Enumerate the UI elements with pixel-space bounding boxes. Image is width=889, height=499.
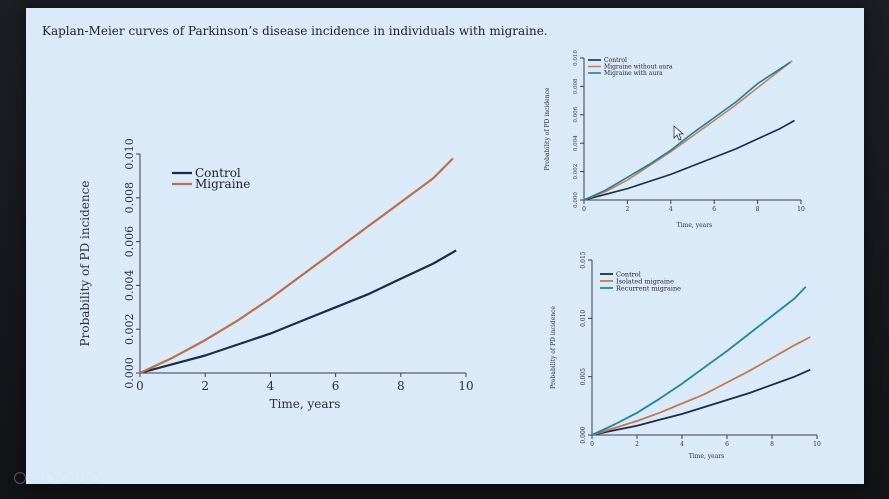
x-tick-label: 0 [136, 379, 144, 393]
series-line-control [591, 368, 811, 436]
series-line-recurrent-migraine [591, 286, 807, 436]
x-tick-label: 0 [590, 441, 594, 448]
x-axis-label: Time, years [677, 222, 712, 229]
next-slide-button[interactable] [29, 472, 41, 484]
chart-1: 0 2 4 6 8 10 0.000 0.002 0.004 0.006 0.008 0.010 Tim… [78, 138, 474, 411]
x-tick-label: 2 [201, 379, 209, 393]
slides-grid-button[interactable] [59, 472, 71, 484]
y-tick-label: 0.010 [123, 138, 136, 170]
y-tick-label: 0.008 [123, 182, 136, 214]
series-line-control [139, 249, 457, 375]
y-tick-label: 0.000 [573, 192, 579, 208]
legend-label: Control [616, 270, 641, 278]
y-tick-label: 0.010 [573, 50, 579, 66]
zoom-button[interactable] [74, 472, 86, 484]
legend-label: Migraine [195, 177, 250, 191]
x-tick-label: 10 [813, 441, 821, 448]
y-axis-label: Probability of PD incidence [544, 87, 551, 170]
chart-2: 0 2 4 6 8 10 0.000 0.002 0.004 0.006 0.008 0.010 Tim… [544, 50, 805, 229]
x-tick-label: 6 [332, 379, 340, 393]
y-tick-label: 0.004 [123, 270, 136, 302]
x-tick-label: 2 [625, 206, 629, 213]
pen-tool-button[interactable] [44, 472, 56, 484]
slideshow-toolbar [14, 472, 101, 486]
y-tick-label: 0.005 [580, 368, 587, 385]
series-line-control [583, 119, 795, 201]
y-tick-label: 0.015 [580, 251, 587, 268]
series-line-migraine [139, 157, 454, 374]
x-tick-label: 4 [267, 379, 275, 393]
x-tick-label: 6 [712, 206, 716, 213]
y-tick-label: 0.002 [123, 313, 136, 345]
mouse-cursor-icon [673, 125, 685, 141]
y-tick-label: 0.008 [573, 78, 579, 94]
y-tick-label: 0.004 [573, 135, 579, 151]
x-tick-label: 10 [458, 379, 473, 393]
series-line-migraine-without-aura [583, 60, 793, 201]
y-tick-label: 0.006 [573, 106, 579, 122]
charts-canvas: 0 2 4 6 8 10 0.000 0.002 0.004 0.006 0.008 0.010 Tim… [78, 50, 821, 460]
legend-label: Isolated migraine [616, 277, 674, 285]
x-tick-label: 8 [397, 379, 405, 393]
presentation-slide: Kaplan-Meier curves of Parkinson’s disea… [26, 8, 864, 484]
legend-label: Migraine without aura [604, 64, 673, 71]
x-tick-label: 10 [797, 206, 805, 213]
y-tick-label: 0.010 [580, 310, 587, 327]
x-tick-label: 8 [770, 441, 774, 448]
y-tick-label: 0.000 [123, 357, 136, 389]
series-line-isolated-migraine [591, 336, 811, 436]
x-tick-label: 2 [635, 441, 639, 448]
x-axis-label: Time, years [270, 397, 341, 411]
legend-label: Control [604, 57, 627, 64]
x-tick-label: 4 [669, 206, 673, 213]
x-axis-label: Time, years [689, 453, 724, 460]
x-tick-label: 8 [756, 206, 760, 213]
x-tick-label: 4 [680, 441, 684, 448]
x-tick-label: 0 [582, 206, 586, 213]
y-axis-label: Probability of PD incidence [550, 306, 557, 389]
legend-label: Migraine with aura [604, 70, 663, 77]
legend-label: Recurrent migraine [616, 284, 681, 292]
x-tick-label: 6 [725, 441, 729, 448]
y-tick-label: 0.006 [123, 226, 136, 258]
series-line-migraine-with-aura [583, 61, 791, 201]
more-options-button[interactable] [89, 472, 101, 484]
y-axis-label: Probability of PD incidence [78, 181, 92, 347]
legend-label: Control [195, 166, 241, 180]
previous-slide-button[interactable] [14, 472, 26, 484]
slide-title: Kaplan-Meier curves of Parkinson’s disea… [42, 24, 548, 38]
y-tick-label: 0.000 [580, 426, 587, 443]
chart-3: 0 2 4 6 8 10 0.000 0.005 0.010 0.015 Time, years Pr… [550, 251, 821, 460]
y-tick-label: 0.002 [573, 164, 579, 180]
